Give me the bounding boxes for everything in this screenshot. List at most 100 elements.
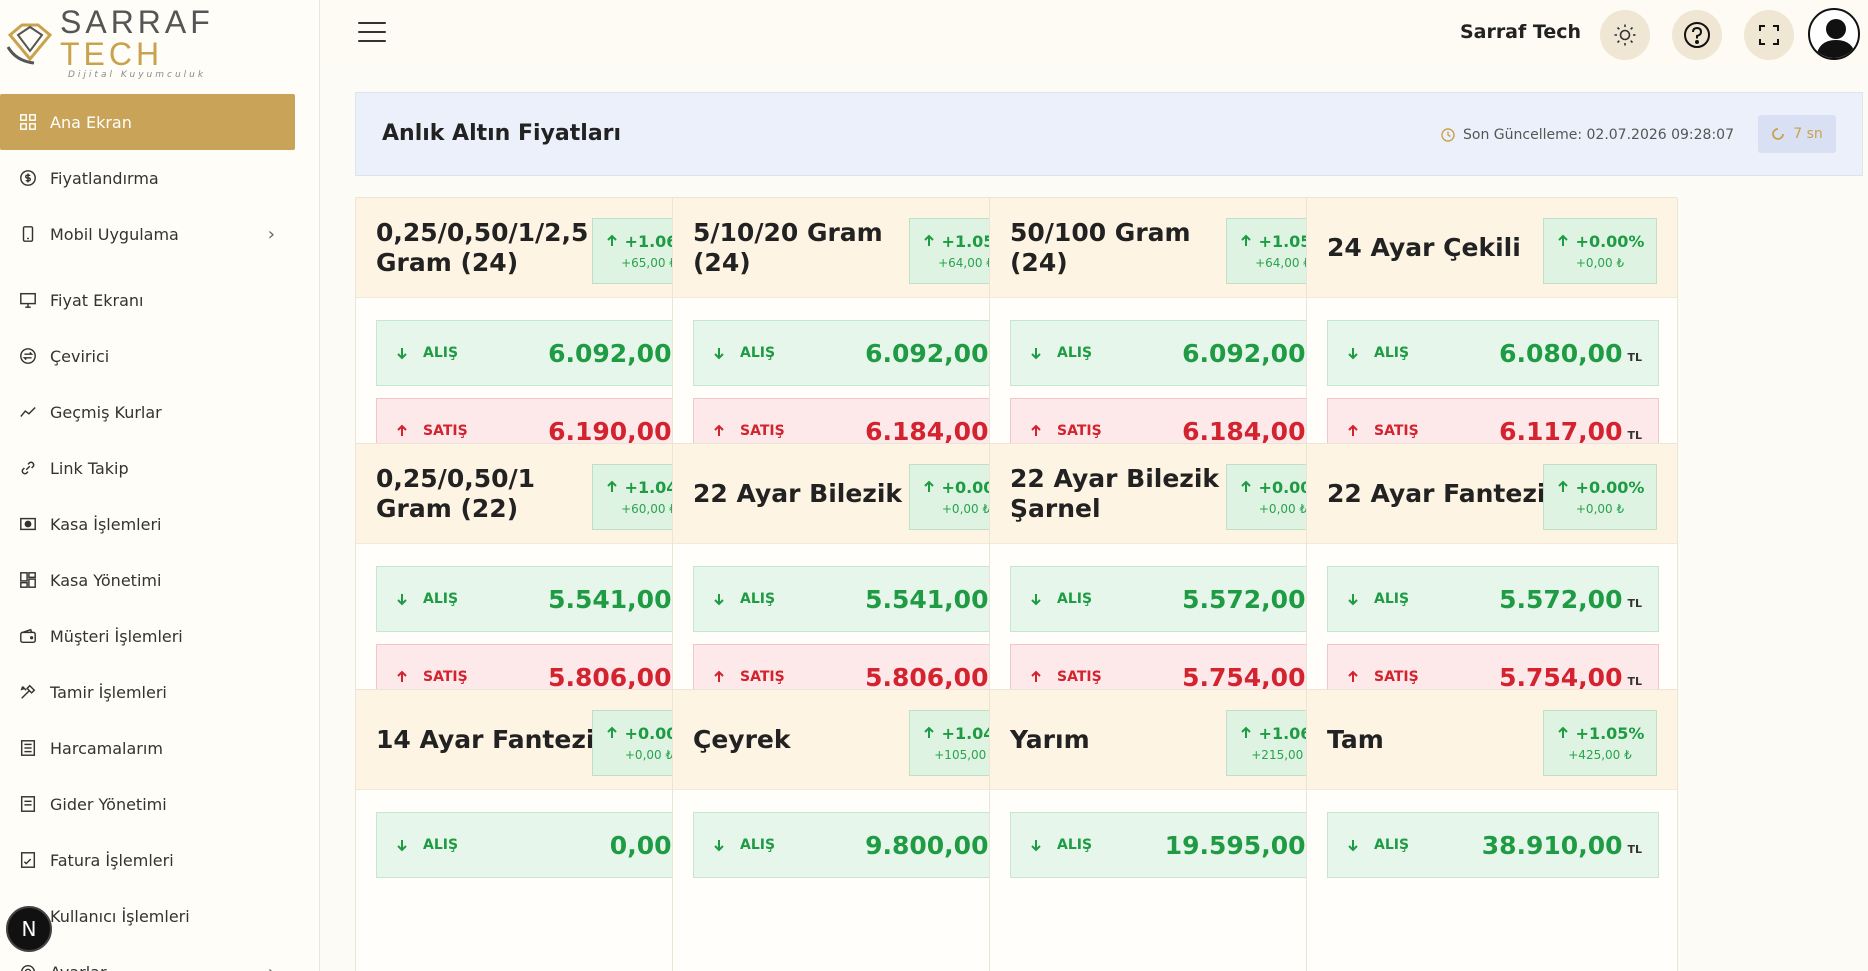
sun-icon xyxy=(1614,24,1636,46)
sidebar-item-kasa-y-netimi[interactable]: Kasa Yönetimi xyxy=(0,552,319,608)
help-button[interactable] xyxy=(1672,10,1722,60)
sidebar-item-ayarlar[interactable]: Ayarlar › xyxy=(0,944,319,971)
price-card[interactable]: 50/100 Gram (24) +1.05% +64,00 ₺ ALIŞ 6.092,… xyxy=(989,197,1361,483)
monitor-icon xyxy=(18,290,38,310)
arrow-down-icon xyxy=(1346,592,1360,606)
hamburger-menu-icon[interactable] xyxy=(358,22,386,44)
sell-price: 6.184,00 xyxy=(865,416,989,446)
sidebar-item-fiyat-ekran-[interactable]: Fiyat Ekranı xyxy=(0,272,319,328)
tools-icon xyxy=(18,682,38,702)
sell-label: SATIŞ xyxy=(423,669,468,685)
sidebar-item-label: Fiyatlandırma xyxy=(50,168,159,188)
arrow-up-icon xyxy=(395,670,409,684)
sidebar-item-label: Kasa Yönetimi xyxy=(50,570,162,590)
sidebar-item-link-takip[interactable]: Link Takip xyxy=(0,440,319,496)
buy-price: 5.541,00 xyxy=(865,584,989,614)
sidebar-item-ge-mi-kurlar[interactable]: Geçmiş Kurlar xyxy=(0,384,319,440)
dashboard-icon xyxy=(18,570,38,590)
avatar[interactable] xyxy=(1808,8,1860,60)
sidebar-item-harcamalar-m[interactable]: Harcamalarım xyxy=(0,720,319,776)
arrow-up-icon xyxy=(605,233,619,252)
card-header: 22 Ayar Bilezik Şarnel +0.00% +0,00 ₺ xyxy=(990,444,1360,544)
buy-label: ALIŞ xyxy=(1374,591,1410,607)
buy-row: ALIŞ 38.910,00 TL xyxy=(1327,812,1659,878)
sidebar-item-gider-y-netimi[interactable]: Gider Yönetimi xyxy=(0,776,319,832)
sell-price: 6.117,00 xyxy=(1499,416,1623,446)
arrow-up-icon xyxy=(922,479,936,498)
sell-label: SATIŞ xyxy=(423,423,468,439)
card-header: Tam +1.05% +425,00 ₺ xyxy=(1307,690,1677,790)
sidebar-item-label: Gider Yönetimi xyxy=(50,794,167,814)
buy-label: ALIŞ xyxy=(423,837,459,853)
sidebar-item-kasa-i-lemleri[interactable]: Kasa İşlemleri xyxy=(0,496,319,552)
arrow-up-icon xyxy=(1556,725,1570,744)
change-percent: +1.05% xyxy=(1556,724,1644,744)
product-name: 22 Ayar Fantezi xyxy=(1327,479,1546,508)
arrow-up-icon xyxy=(1556,233,1570,252)
card-header: 22 Ayar Fantezi +0.00% +0,00 ₺ xyxy=(1307,444,1677,544)
arrow-down-icon xyxy=(712,592,726,606)
buy-label: ALIŞ xyxy=(1057,837,1093,853)
sell-label: SATIŞ xyxy=(1057,423,1102,439)
n-badge[interactable]: N xyxy=(6,906,52,952)
arrow-up-icon xyxy=(1239,479,1253,498)
refresh-timer[interactable]: 7 sn xyxy=(1758,115,1836,153)
sidebar-item-ana-ekran[interactable]: Ana Ekran xyxy=(0,94,295,150)
price-card[interactable]: 0,25/0,50/1/2,5 Gram (24) +1.06% +65,00 ₺ A… xyxy=(355,197,727,483)
prices-header: Anlık Altın Fiyatları Son Güncelleme: 02… xyxy=(355,92,1863,176)
card-header: Yarım +1.06% +215,00 ₺ xyxy=(990,690,1360,790)
arrow-up-icon xyxy=(1029,670,1043,684)
sidebar-item-mobil-uygulama[interactable]: Mobil Uygulama › xyxy=(0,206,319,262)
price-card[interactable]: Tam +1.05% +425,00 ₺ ALIŞ 38.910,00 TL xyxy=(1306,689,1678,971)
buy-price: 6.080,00 xyxy=(1499,338,1623,368)
arrow-up-icon xyxy=(712,424,726,438)
product-name: 0,25/0,50/1/2,5 Gram (24) xyxy=(376,218,589,277)
sidebar-item-label: Çevirici xyxy=(50,346,110,366)
dollar-circle-icon xyxy=(18,168,38,188)
change-amount: +0,00 ₺ xyxy=(1575,502,1625,516)
cash-icon xyxy=(18,514,38,534)
price-card[interactable]: 5/10/20 Gram (24) +1.05% +64,00 ₺ ALIŞ 6.092… xyxy=(672,197,1044,483)
topbar: Sarraf Tech xyxy=(320,0,1868,68)
card-header: 24 Ayar Çekili +0.00% +0,00 ₺ xyxy=(1307,198,1677,298)
sell-price: 5.806,00 xyxy=(865,662,989,692)
buy-row: ALIŞ 6.080,00 TL xyxy=(1327,320,1659,386)
sidebar-item-label: Fiyat Ekranı xyxy=(50,290,144,310)
trend-icon xyxy=(18,402,38,422)
brand-logo[interactable]: SARRAF TECH Dijital Kuyumculuk xyxy=(0,0,319,80)
buy-price: 6.092,00 xyxy=(1182,338,1306,368)
sidebar-item--evirici[interactable]: Çevirici xyxy=(0,328,319,384)
change-badge: +1.05% +425,00 ₺ xyxy=(1543,710,1657,776)
sell-label: SATIŞ xyxy=(1057,669,1102,685)
arrow-down-icon xyxy=(1029,838,1043,852)
price-card[interactable]: 22 Ayar Fantezi +0.00% +0,00 ₺ ALIŞ 5.572,00… xyxy=(1306,443,1678,729)
buy-price: 38.910,00 xyxy=(1481,830,1623,860)
sidebar-item-fiyatland-rma[interactable]: Fiyatlandırma xyxy=(0,150,319,206)
theme-toggle-button[interactable] xyxy=(1600,10,1650,60)
sell-price: 6.184,00 xyxy=(1182,416,1306,446)
sidebar-item-m-teri-i-lemleri[interactable]: Müşteri İşlemleri xyxy=(0,608,319,664)
change-percent: +0.00% xyxy=(1556,232,1644,252)
price-card[interactable]: 24 Ayar Çekili +0.00% +0,00 ₺ ALIŞ 6.080,00 T… xyxy=(1306,197,1678,483)
sell-label: SATIŞ xyxy=(1374,423,1419,439)
buy-price: 5.572,00 xyxy=(1182,584,1306,614)
sidebar-item-fatura-i-lemleri[interactable]: Fatura İşlemleri xyxy=(0,832,319,888)
currency-label: TL xyxy=(1627,842,1642,856)
arrow-up-icon xyxy=(1556,479,1570,498)
sidebar-item-tamir-i-lemleri[interactable]: Tamir İşlemleri xyxy=(0,664,319,720)
arrow-up-icon xyxy=(1346,670,1360,684)
fullscreen-button[interactable] xyxy=(1744,10,1794,60)
product-name: 14 Ayar Fantezi xyxy=(376,725,595,754)
product-name: Tam xyxy=(1327,725,1384,754)
fullscreen-icon xyxy=(1759,25,1779,45)
card-header: 22 Ayar Bilezik +0.00% +0,00 ₺ xyxy=(673,444,1043,544)
change-percent-text: +0.00% xyxy=(1575,478,1645,497)
brand-name: SARRAF TECH xyxy=(60,4,214,72)
list-icon xyxy=(18,738,38,758)
